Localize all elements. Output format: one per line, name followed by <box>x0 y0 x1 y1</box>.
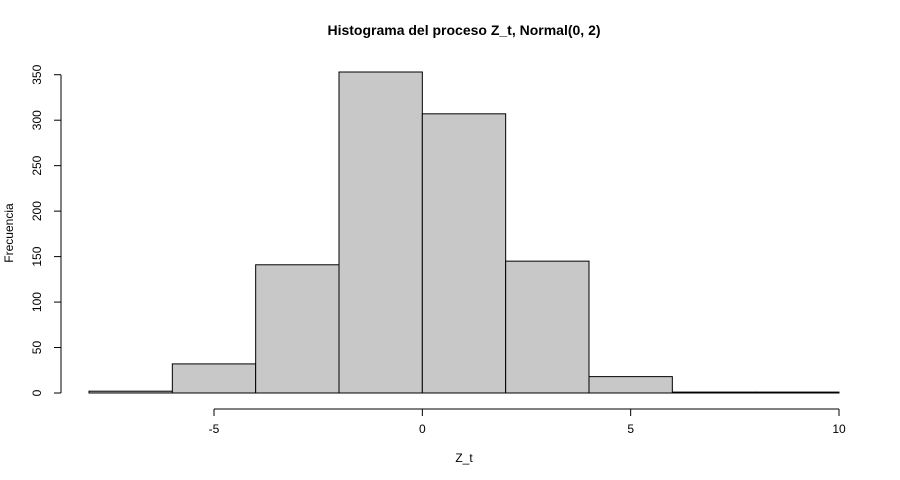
chart-title: Histograma del proceso Z_t, Normal(0, 2) <box>327 22 600 38</box>
x-tick-label: -5 <box>209 422 220 436</box>
y-tick-label: 50 <box>30 341 44 355</box>
histogram-bar-5 <box>505 260 590 394</box>
x-axis-label: Z_t <box>455 451 473 465</box>
y-tick-label: 200 <box>30 201 44 221</box>
histogram-bar-0 <box>88 390 173 394</box>
histogram-bar-6 <box>588 376 673 394</box>
x-tick-label: 5 <box>627 422 634 436</box>
histogram-bar-1 <box>171 363 257 394</box>
x-tick-label: 10 <box>832 422 846 436</box>
y-tick-label: 100 <box>30 292 44 312</box>
histogram-bar-2 <box>255 264 340 394</box>
y-tick-label: 300 <box>30 110 44 130</box>
histogram-bar-8 <box>755 391 840 394</box>
histogram-bar-7 <box>671 391 757 394</box>
y-axis: 0 50 100 150 200 250 300 350 <box>30 64 62 396</box>
y-tick-label: 250 <box>30 155 44 175</box>
histogram-bar-3 <box>338 71 423 394</box>
y-tick-label: 350 <box>30 64 44 84</box>
bars-group <box>88 71 840 394</box>
histogram-bar-4 <box>421 113 507 394</box>
y-tick-label: 0 <box>30 389 44 396</box>
x-tick-label: 0 <box>419 422 426 436</box>
y-axis-label: Frecuencia <box>2 203 16 263</box>
x-axis: -5 0 5 10 <box>209 408 846 436</box>
y-tick-label: 150 <box>30 246 44 266</box>
